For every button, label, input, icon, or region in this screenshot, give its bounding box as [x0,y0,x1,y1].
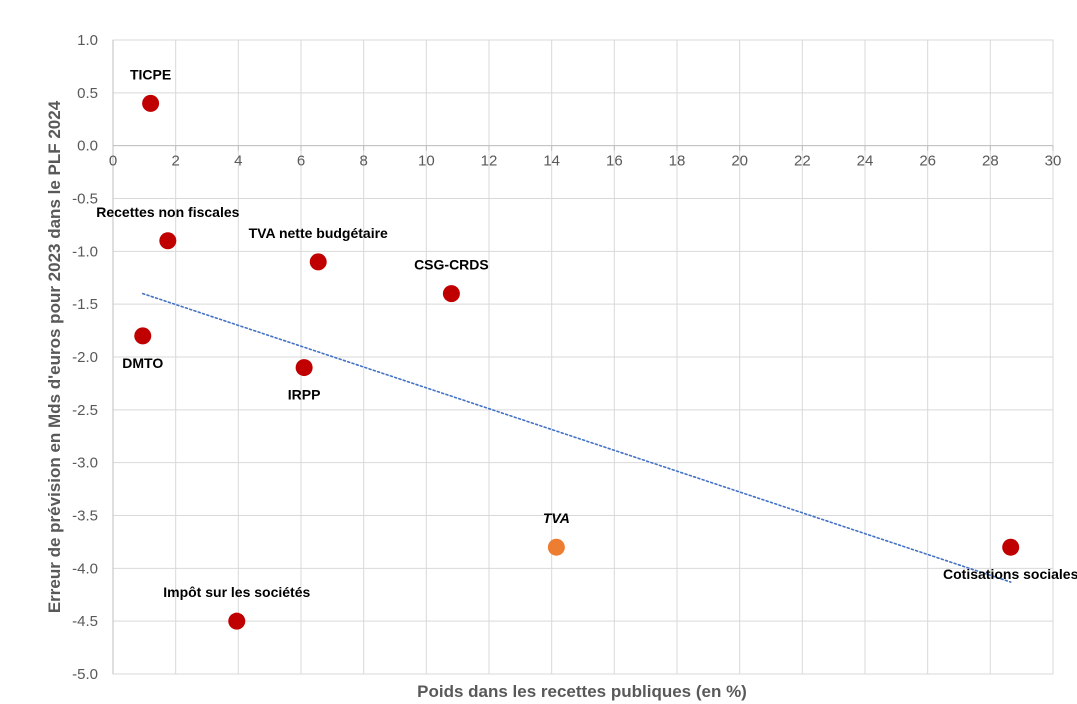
data-label: TVA nette budgétaire [249,225,388,241]
trendline-layer [141,292,1012,583]
y-tick-label: 1.0 [77,32,98,49]
x-tick-label: 0 [109,153,117,170]
data-label: DMTO [122,355,163,371]
data-point [309,253,327,271]
data-label: CSG-CRDS [414,257,489,273]
data-point [159,232,177,250]
data-label: Cotisations sociales [943,566,1077,582]
x-tick-label: 6 [297,153,305,170]
y-tick-label: -5.0 [72,666,98,683]
x-tick-label: 20 [731,153,748,170]
y-tick-label: -3.5 [72,508,98,525]
y-axis-title: Erreur de prévision en Mds d'euros pour … [45,100,64,613]
x-tick-label: 28 [982,153,999,170]
x-tick-label: 24 [857,153,874,170]
x-tick-label: 16 [606,153,623,170]
data-point [547,538,565,556]
x-tick-label: 10 [418,153,435,170]
y-tick-label: -1.5 [72,296,98,313]
x-tick-label: 26 [919,153,936,170]
y-tick-label: -0.5 [72,191,98,208]
axes: 0 2 4 6 8 10 12 14 16 18 20 22 24 26 28 301.00.50.0-0.5… [72,32,1061,683]
y-tick-label: 0.0 [77,138,98,155]
data-label: Recettes non fiscales [96,204,239,220]
data-label: IRPP [288,387,321,403]
data-label: TVA [543,510,570,526]
y-tick-label: -4.0 [72,560,98,577]
y-tick-label: -4.5 [72,613,98,630]
data-point [134,327,152,345]
data-point [228,612,246,630]
y-tick-label: -2.0 [72,349,98,366]
x-tick-label: 14 [543,153,560,170]
data-points [134,94,1020,630]
y-tick-label: 0.5 [77,85,98,102]
trendline [141,292,1012,583]
x-tick-label: 4 [234,153,242,170]
y-tick-label: -1.0 [72,243,98,260]
data-point [1002,538,1020,556]
data-point [442,285,460,303]
x-axis-title: Poids dans les recettes publiques (en %) [417,682,747,701]
x-tick-label: 2 [171,153,179,170]
data-point [295,359,313,377]
data-label: Impôt sur les sociétés [163,584,310,600]
data-point [142,94,160,112]
x-tick-label: 22 [794,153,811,170]
x-tick-label: 18 [669,153,686,170]
y-tick-label: -3.0 [72,455,98,472]
point-labels: TICPE Recettes non fiscales DMTO TVA nette … [96,66,1077,600]
x-tick-label: 12 [481,153,498,170]
x-tick-label: 8 [359,153,367,170]
data-label: TICPE [130,66,171,82]
y-tick-label: -2.5 [72,402,98,419]
x-tick-label: 30 [1045,153,1062,170]
